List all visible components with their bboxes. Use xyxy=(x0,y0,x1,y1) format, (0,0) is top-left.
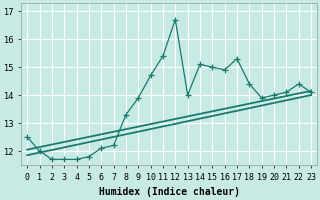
X-axis label: Humidex (Indice chaleur): Humidex (Indice chaleur) xyxy=(99,187,240,197)
